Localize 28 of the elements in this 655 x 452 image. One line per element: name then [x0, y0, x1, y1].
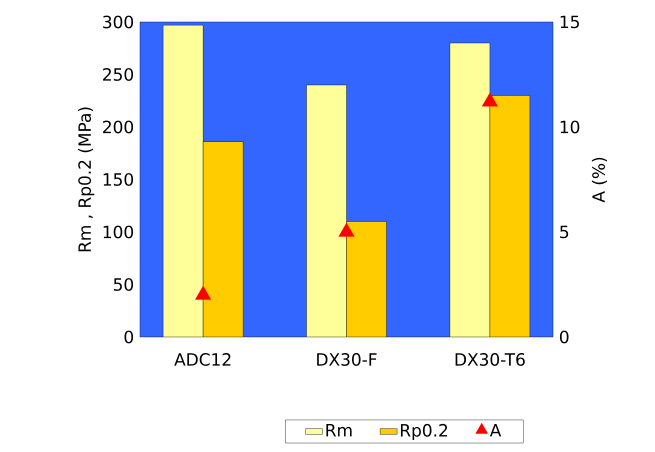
y-tick-label: 0 [124, 330, 134, 344]
bar [450, 42, 490, 337]
y2-tick-label: 10 [560, 120, 580, 134]
bar [163, 25, 204, 337]
point [338, 222, 354, 237]
y-tick-label: 200 [103, 120, 134, 134]
legend-label: Rm [326, 424, 352, 436]
y-tick-label: 300 [103, 16, 134, 28]
bar [306, 84, 347, 337]
bar [490, 95, 530, 337]
y-axis-title: Rm , Rp0.2 (MPa) [78, 107, 94, 252]
x-tick-label: DX30-F [317, 353, 377, 366]
legend-label: A [490, 424, 502, 436]
y2-tick-label: 0 [560, 330, 569, 344]
bar [346, 221, 387, 337]
legend-label: Rp0.2 [400, 424, 448, 440]
bar [203, 142, 244, 337]
y2-tick-label: 15 [560, 16, 579, 28]
x-tick-label: DX30-T6 [456, 353, 525, 366]
point [482, 92, 498, 106]
y-tick-label: 50 [114, 278, 134, 291]
y-tick-label: 100 [104, 226, 134, 238]
y2-tick-label: 5 [560, 226, 568, 238]
y-tick-label: 150 [104, 173, 134, 186]
y2-axis-title: A (%) [592, 158, 607, 202]
y-tick-label: 250 [103, 68, 134, 81]
x-tick-label: ADC12 [174, 353, 230, 366]
point [195, 286, 212, 300]
